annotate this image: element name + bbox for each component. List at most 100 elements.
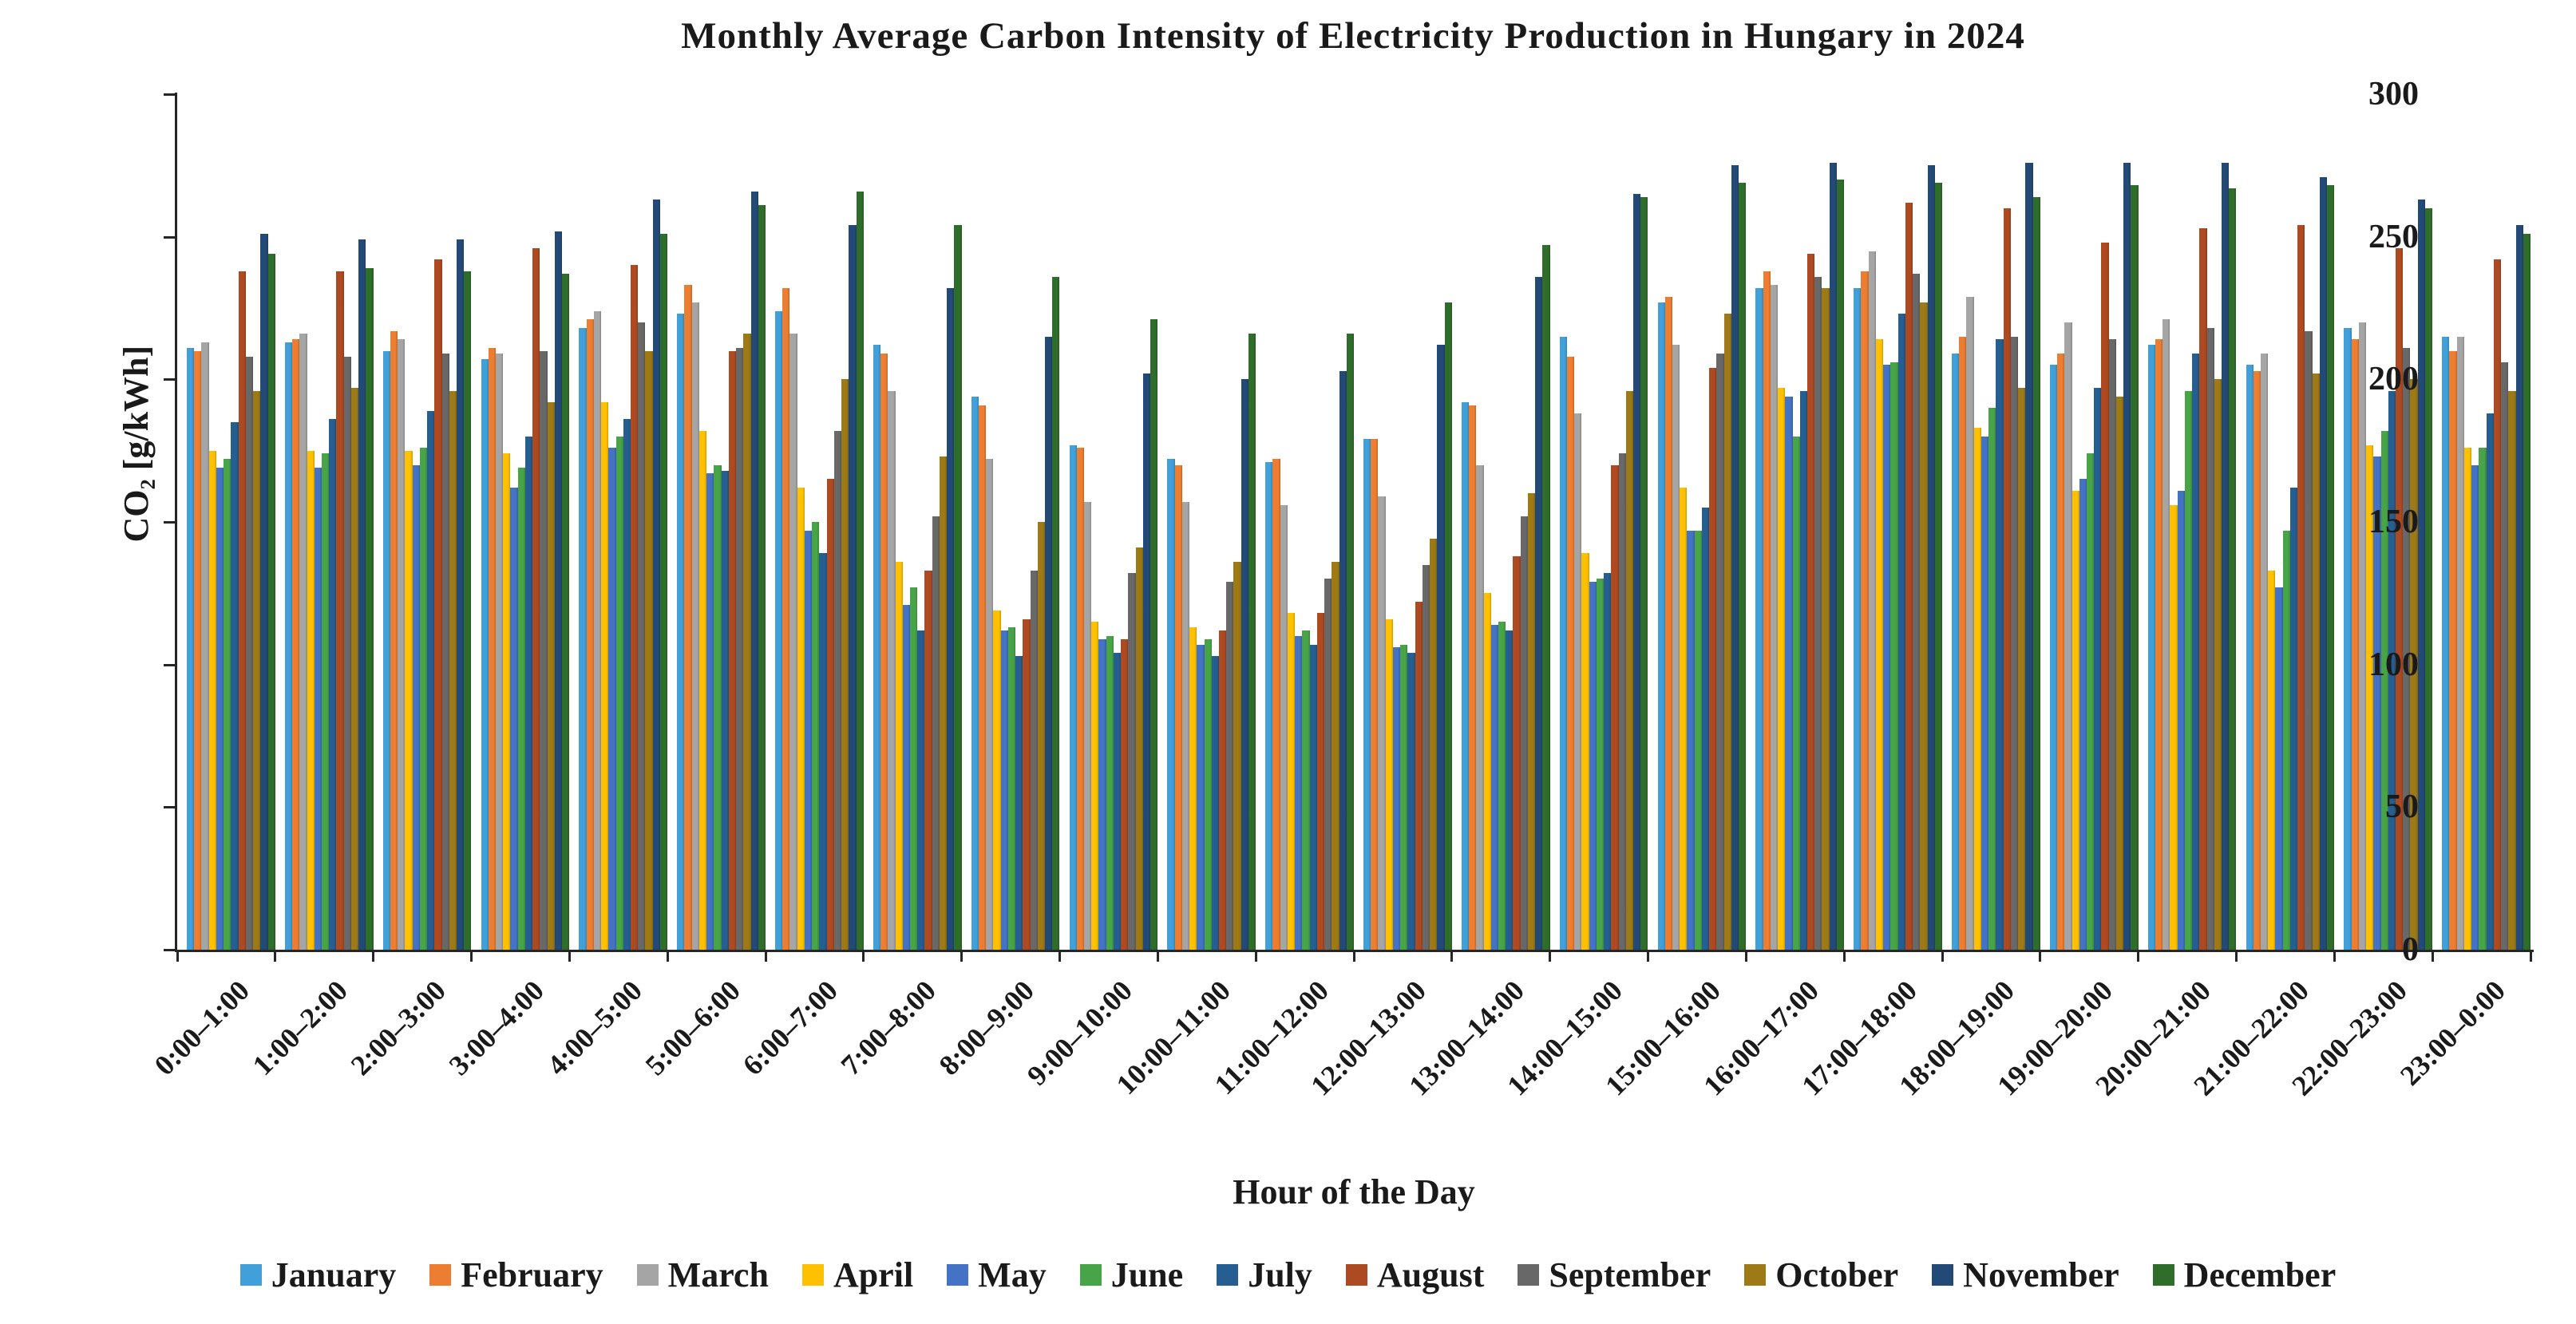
bar-august-21:00–22:00 bbox=[2297, 225, 2305, 950]
bar-group-16:00–17:00 bbox=[1755, 94, 1845, 950]
bar-group-5:00–6:00 bbox=[677, 94, 766, 950]
bar-march-1:00–2:00 bbox=[299, 334, 307, 950]
bar-june-23:00–0:00 bbox=[2479, 448, 2487, 950]
y-tick bbox=[164, 806, 175, 809]
bar-march-3:00–4:00 bbox=[495, 354, 504, 950]
legend-label: March bbox=[667, 1255, 769, 1294]
bar-november-13:00–14:00 bbox=[1535, 276, 1543, 950]
x-tick bbox=[1254, 952, 1257, 962]
bar-june-22:00–23:00 bbox=[2380, 430, 2388, 950]
bar-group-6:00–7:00 bbox=[775, 94, 864, 950]
bar-june-17:00–18:00 bbox=[1890, 362, 1898, 950]
bar-june-7:00–8:00 bbox=[910, 587, 918, 950]
bar-september-10:00–11:00 bbox=[1226, 582, 1234, 950]
bar-october-4:00–5:00 bbox=[645, 350, 653, 950]
bar-may-17:00–18:00 bbox=[1883, 365, 1891, 950]
bar-may-12:00–13:00 bbox=[1392, 647, 1401, 950]
bar-october-18:00–19:00 bbox=[2018, 388, 2026, 950]
bar-july-6:00–7:00 bbox=[819, 553, 827, 950]
x-tick bbox=[2235, 952, 2238, 962]
bar-october-8:00–9:00 bbox=[1037, 522, 1045, 950]
legend-label: February bbox=[461, 1255, 603, 1294]
bar-may-8:00–9:00 bbox=[1000, 630, 1008, 950]
legend-swatch-icon bbox=[801, 1264, 824, 1286]
bar-november-9:00–10:00 bbox=[1142, 373, 1151, 950]
bar-august-6:00–7:00 bbox=[826, 479, 834, 950]
x-tick bbox=[1842, 952, 1846, 962]
legend-label: September bbox=[1549, 1255, 1711, 1294]
bar-march-21:00–22:00 bbox=[2260, 354, 2269, 950]
bar-january-16:00–17:00 bbox=[1755, 288, 1763, 950]
chart-title: Monthly Average Carbon Intensity of Elec… bbox=[681, 15, 2025, 57]
y-tick-label: 150 bbox=[2368, 504, 2419, 540]
bar-september-11:00–12:00 bbox=[1324, 579, 1332, 950]
bar-june-0:00–1:00 bbox=[224, 459, 231, 950]
bar-group-8:00–9:00 bbox=[971, 94, 1060, 950]
bar-october-12:00–13:00 bbox=[1430, 539, 1438, 950]
bar-april-8:00–9:00 bbox=[993, 610, 1001, 950]
bar-september-16:00–17:00 bbox=[1814, 276, 1822, 950]
bar-march-23:00–0:00 bbox=[2456, 336, 2464, 950]
bar-february-18:00–19:00 bbox=[1959, 336, 1967, 950]
y-tick bbox=[164, 378, 175, 381]
bar-august-18:00–19:00 bbox=[2003, 207, 2011, 950]
bar-july-16:00–17:00 bbox=[1799, 390, 1807, 950]
x-axis-line bbox=[175, 950, 2534, 952]
bar-january-10:00–11:00 bbox=[1167, 459, 1175, 950]
bar-may-13:00–14:00 bbox=[1490, 624, 1498, 950]
legend-label: August bbox=[1376, 1255, 1485, 1294]
bar-november-21:00–22:00 bbox=[2319, 176, 2328, 950]
bar-april-11:00–12:00 bbox=[1287, 613, 1296, 950]
bar-june-6:00–7:00 bbox=[812, 522, 820, 950]
bar-february-0:00–1:00 bbox=[194, 350, 202, 950]
legend-item-april: April bbox=[801, 1255, 914, 1295]
x-tick bbox=[2529, 952, 2532, 962]
bar-december-15:00–16:00 bbox=[1739, 182, 1747, 950]
legend-label: April bbox=[833, 1255, 914, 1294]
bar-august-14:00–15:00 bbox=[1611, 464, 1619, 950]
bar-october-15:00–16:00 bbox=[1723, 314, 1731, 950]
bar-december-13:00–14:00 bbox=[1542, 245, 1550, 950]
bar-group-1:00–2:00 bbox=[284, 94, 374, 950]
bar-december-22:00–23:00 bbox=[2424, 207, 2433, 950]
bar-november-6:00–7:00 bbox=[849, 225, 857, 950]
bar-april-5:00–6:00 bbox=[698, 430, 707, 950]
bar-may-5:00–6:00 bbox=[706, 473, 714, 950]
bar-december-9:00–10:00 bbox=[1150, 319, 1158, 950]
bar-may-19:00–20:00 bbox=[2079, 479, 2087, 950]
bar-september-14:00–15:00 bbox=[1618, 453, 1626, 950]
x-tick bbox=[2137, 952, 2140, 962]
bar-may-11:00–12:00 bbox=[1295, 635, 1303, 950]
bar-group-21:00–22:00 bbox=[2246, 94, 2335, 950]
bar-february-8:00–9:00 bbox=[978, 405, 987, 950]
bar-may-2:00–3:00 bbox=[412, 464, 420, 950]
bar-july-13:00–14:00 bbox=[1506, 630, 1514, 950]
bar-june-21:00–22:00 bbox=[2282, 530, 2290, 950]
bar-november-4:00–5:00 bbox=[652, 200, 660, 950]
bar-march-0:00–1:00 bbox=[201, 342, 209, 950]
legend-item-december: December bbox=[2152, 1255, 2336, 1295]
x-tick bbox=[1352, 952, 1355, 962]
bar-december-19:00–20:00 bbox=[2131, 185, 2139, 950]
x-tick bbox=[2431, 952, 2434, 962]
bar-september-7:00–8:00 bbox=[932, 516, 940, 950]
bar-august-12:00–13:00 bbox=[1415, 602, 1423, 950]
y-axis-line bbox=[175, 93, 177, 951]
bar-february-11:00–12:00 bbox=[1272, 459, 1280, 950]
x-tick bbox=[764, 952, 767, 962]
legend-swatch-icon bbox=[1518, 1264, 1540, 1286]
bar-may-3:00–4:00 bbox=[510, 488, 518, 950]
bar-october-17:00–18:00 bbox=[1920, 302, 1928, 950]
bar-february-1:00–2:00 bbox=[292, 339, 300, 950]
legend-swatch-icon bbox=[1932, 1264, 1954, 1286]
bar-november-18:00–19:00 bbox=[2025, 162, 2033, 950]
bar-group-0:00–1:00 bbox=[187, 94, 275, 950]
bar-september-9:00–10:00 bbox=[1128, 573, 1136, 950]
x-tick bbox=[1450, 952, 1454, 962]
x-tick bbox=[1941, 952, 1944, 962]
bar-september-3:00–4:00 bbox=[540, 350, 548, 950]
bar-october-5:00–6:00 bbox=[743, 334, 751, 950]
bar-july-2:00–3:00 bbox=[427, 410, 435, 950]
bar-october-9:00–10:00 bbox=[1135, 547, 1143, 950]
bar-march-11:00–12:00 bbox=[1280, 504, 1288, 950]
